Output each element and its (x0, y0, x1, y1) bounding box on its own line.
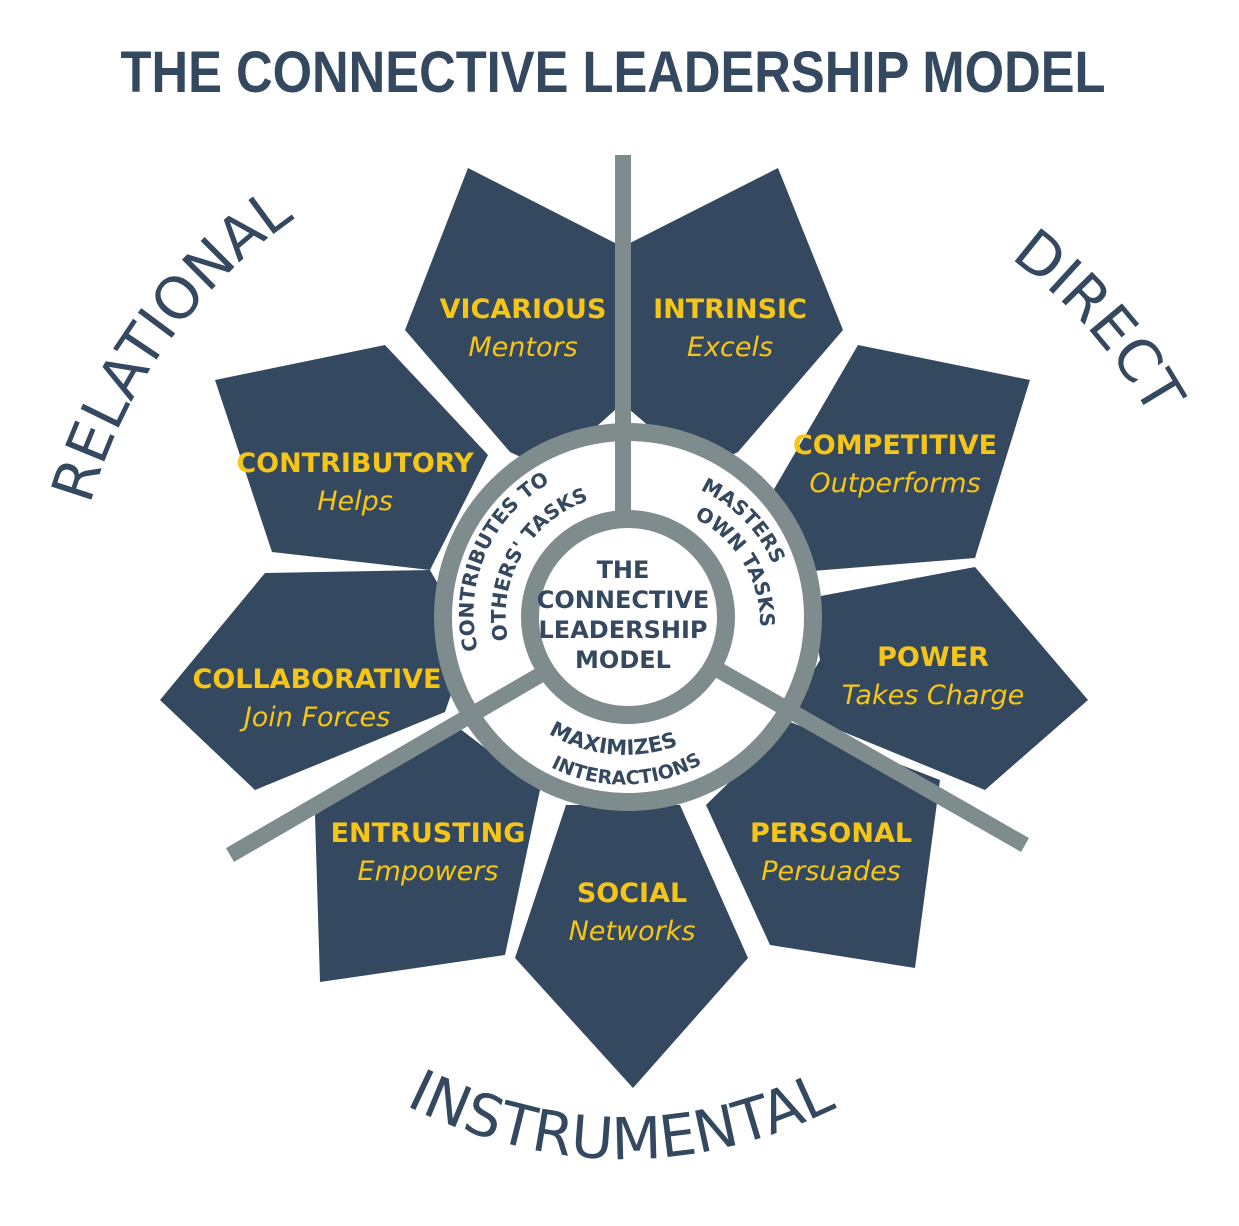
style-name-entrusting: ENTRUSTING (331, 818, 526, 849)
style-name-contributory: CONTRIBUTORY (236, 448, 474, 479)
style-verb-entrusting: Empowers (358, 856, 499, 887)
style-verb-personal: Persuades (761, 856, 901, 887)
style-verb-intrinsic: Excels (687, 332, 773, 363)
style-name-social: SOCIAL (577, 878, 687, 909)
center-title: THE CONNECTIVE LEADERSHIP MODEL (537, 556, 709, 674)
center-line-2: CONNECTIVE (537, 586, 709, 614)
style-verb-contributory: Helps (317, 486, 393, 517)
page-title: THE CONNECTIVE LEADERSHIP MODEL (121, 40, 1106, 105)
petal-entrusting (315, 725, 540, 982)
petal-vicarious (405, 168, 615, 470)
divider-lower-left (225, 668, 545, 862)
petal-power (790, 567, 1088, 790)
style-verb-competitive: Outperforms (809, 468, 980, 499)
petal-personal (706, 720, 940, 968)
style-name-competitive: COMPETITIVE (793, 430, 997, 461)
style-verb-collaborative: Join Forces (239, 702, 390, 733)
style-name-power: POWER (877, 642, 989, 673)
style-name-collaborative: COLLABORATIVE (193, 664, 442, 695)
petal-competitive (756, 345, 1030, 572)
style-verb-social: Networks (569, 916, 696, 947)
center-line-3: LEADERSHIP (539, 616, 708, 644)
style-name-vicarious: VICARIOUS (440, 294, 607, 325)
center-line-4: MODEL (575, 646, 671, 674)
divider-lower-right (711, 661, 1029, 852)
style-verb-power: Takes Charge (842, 680, 1024, 711)
petal-contributory (215, 345, 488, 570)
domain-direct-label: DIRECT (1002, 216, 1198, 426)
petal-collaborative (160, 570, 470, 790)
style-verb-vicarious: Mentors (468, 332, 577, 363)
petal-intrinsic (630, 168, 843, 470)
petal-social (515, 805, 748, 1088)
center-line-1: THE (597, 556, 650, 584)
petals-group (160, 168, 1088, 1088)
style-name-personal: PERSONAL (750, 818, 912, 849)
divider-lines (225, 155, 1029, 862)
style-name-intrinsic: INTRINSIC (653, 294, 807, 325)
